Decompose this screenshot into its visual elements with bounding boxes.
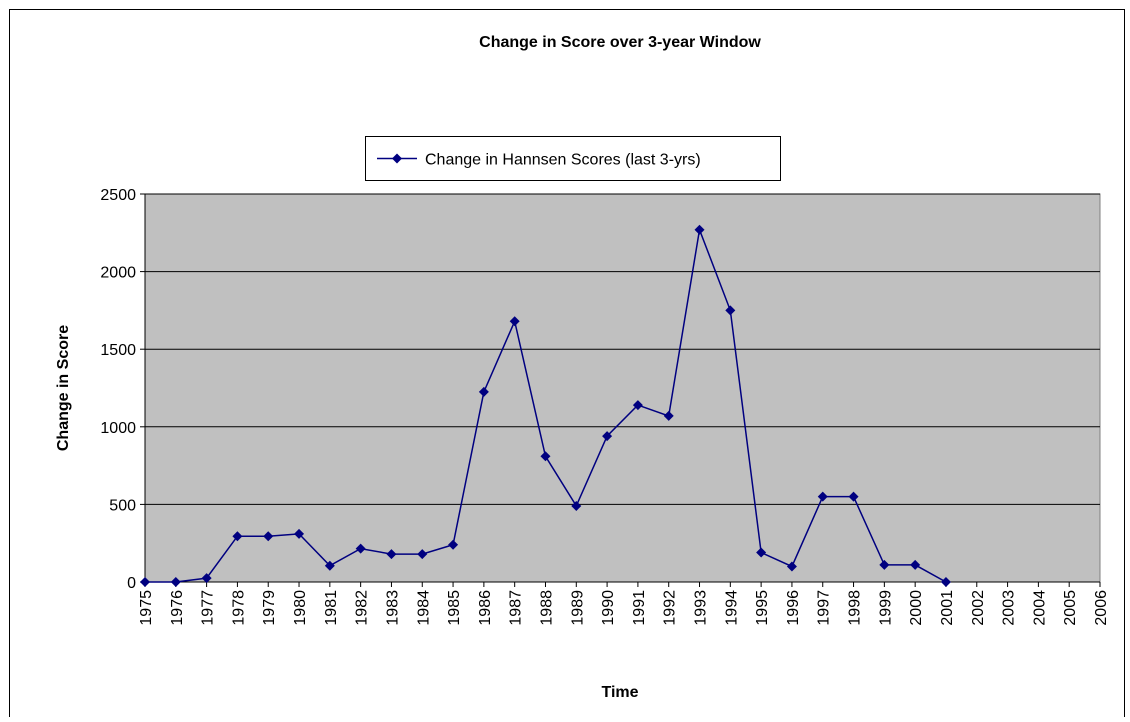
x-tick-label: 1983	[384, 590, 401, 626]
x-tick-label: 2001	[939, 590, 956, 626]
plot-area	[144, 193, 1101, 583]
data-point	[879, 559, 890, 570]
data-point	[232, 531, 243, 542]
x-tick-label: 1992	[662, 590, 679, 626]
data-point	[140, 577, 150, 587]
x-tick-label: 2005	[1062, 590, 1079, 626]
x-tick-label: 1987	[508, 590, 525, 626]
data-point	[355, 543, 366, 554]
data-point	[571, 500, 582, 511]
y-tick-label: 500	[109, 497, 136, 514]
x-axis-label: Time	[601, 684, 638, 701]
data-point	[201, 573, 212, 584]
data-point	[786, 561, 797, 572]
x-tick-label: 2004	[1031, 590, 1048, 626]
x-tick-label: 1978	[230, 590, 247, 626]
data-point	[386, 549, 397, 560]
legend-label: Change in Hannsen Scores (last 3-yrs)	[425, 152, 701, 169]
x-tick-label: 1999	[877, 590, 894, 626]
x-tick-label: 1996	[785, 590, 802, 626]
data-point	[170, 577, 181, 587]
data-point	[725, 305, 736, 316]
x-tick-label: 1976	[169, 590, 186, 626]
x-tick-label: 1990	[600, 590, 617, 626]
y-tick-label: 1500	[100, 342, 136, 359]
data-point	[817, 491, 828, 502]
x-tick-label: 1988	[538, 590, 555, 626]
y-tick-label: 0	[127, 575, 136, 592]
data-point	[294, 528, 305, 539]
legend-box	[365, 136, 781, 181]
data-point	[263, 531, 274, 542]
data-point	[663, 410, 674, 421]
x-tick-label: 1994	[723, 590, 740, 626]
data-point	[448, 539, 459, 550]
y-tick-label: 2500	[100, 187, 136, 204]
data-point	[756, 547, 767, 558]
x-tick-label: 1985	[446, 590, 463, 626]
x-tick-label: 1980	[292, 590, 309, 626]
x-tick-label: 1984	[415, 590, 432, 626]
x-tick-label: 1995	[754, 590, 771, 626]
data-point	[417, 549, 428, 560]
x-tick-label: 1993	[693, 590, 710, 626]
x-tick-label: 1979	[261, 590, 278, 626]
x-tick-label: 2002	[970, 590, 987, 626]
x-tick-label: 2000	[908, 590, 925, 626]
legend-marker	[392, 153, 402, 164]
y-axis-label: Change in Score	[55, 325, 72, 451]
x-tick-label: 1981	[323, 590, 340, 626]
data-point	[848, 491, 859, 502]
x-tick-label: 1989	[569, 590, 586, 626]
data-point	[940, 577, 951, 587]
y-tick-label: 1000	[100, 420, 136, 437]
x-tick-label: 2006	[1093, 590, 1110, 626]
data-point	[324, 560, 335, 571]
data-point	[694, 224, 705, 235]
x-tick-label: 1975	[138, 590, 155, 626]
data-point	[602, 431, 613, 442]
x-tick-label: 1982	[354, 590, 371, 626]
x-tick-label: 1991	[631, 590, 648, 626]
data-point	[910, 559, 921, 570]
chart-title: Change in Score over 3-year Window	[479, 34, 761, 51]
y-tick-label: 2000	[100, 265, 136, 282]
data-point	[540, 451, 551, 462]
data-point	[509, 316, 520, 327]
data-point	[632, 400, 643, 411]
x-tick-label: 1986	[477, 590, 494, 626]
x-tick-label: 1977	[200, 590, 217, 626]
data-point	[478, 386, 489, 397]
x-tick-label: 2003	[1001, 590, 1018, 626]
x-tick-label: 1997	[816, 590, 833, 626]
x-tick-label: 1998	[847, 590, 864, 626]
